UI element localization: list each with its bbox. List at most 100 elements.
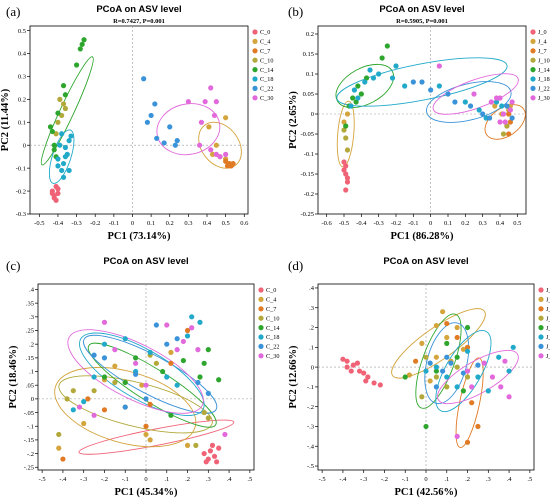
point-c-18	[62, 154, 69, 160]
legend-label: C_7	[260, 48, 270, 55]
point-j-18	[433, 364, 439, 370]
point-j-30	[481, 360, 487, 366]
point-c-14	[201, 360, 207, 366]
point-c-18	[59, 167, 65, 174]
point-j-14	[353, 99, 359, 105]
point-j-7	[507, 119, 513, 125]
point-j-18	[476, 107, 482, 113]
point-c-18	[197, 319, 203, 325]
point-c-18	[55, 156, 61, 162]
point-c-22	[161, 140, 167, 146]
point-c-14	[197, 374, 203, 380]
point-c-18	[81, 399, 87, 405]
x-tick-label: 0.5	[513, 220, 521, 227]
point-j-0	[377, 382, 383, 388]
y-tick-label: 0	[311, 364, 314, 371]
y-tick-label: -0.1	[304, 151, 314, 158]
x-tick-label: .2	[185, 476, 190, 483]
y-tick-label: .3	[29, 314, 34, 321]
legend-marker	[530, 95, 536, 101]
point-j-18	[506, 368, 512, 374]
legend-marker	[258, 287, 264, 293]
point-j-30	[506, 394, 512, 400]
confidence-ellipse-j-14	[335, 63, 395, 109]
point-j-18	[348, 103, 354, 109]
point-j-30	[497, 95, 503, 101]
legend-marker	[258, 334, 264, 340]
point-j-0	[341, 159, 347, 165]
point-j-18	[367, 67, 373, 73]
point-j-22	[440, 368, 446, 374]
point-j-7	[454, 334, 460, 341]
point-j-10	[343, 135, 349, 141]
point-j-7	[464, 344, 471, 350]
panel-a: PCoA on ASV level R=0.7427, P=0.001 -0.5 -0…	[0, 0, 273, 248]
point-c-14	[79, 41, 85, 47]
point-j-22	[467, 103, 474, 109]
point-j-14	[355, 83, 361, 89]
point-j-0	[344, 364, 350, 370]
x-tick-label: .3	[206, 476, 211, 483]
point-c-30	[211, 112, 218, 119]
point-c-30	[101, 319, 108, 325]
point-c-22	[144, 119, 150, 125]
x-tick-label: -.3	[80, 476, 87, 483]
point-c-30	[223, 151, 229, 157]
point-j-4	[444, 334, 450, 341]
confidence-ellipse-j-22	[424, 322, 470, 405]
point-c-10	[55, 119, 61, 125]
point-j-0	[343, 163, 349, 169]
panel-label: (b)	[288, 4, 304, 19]
x-tick-label: -0.1	[109, 220, 119, 227]
point-c-14	[77, 46, 83, 52]
legend-label: J_0	[546, 287, 550, 294]
legend-marker	[538, 287, 544, 293]
y-axis-label: PC2 (11.44%)	[0, 88, 11, 151]
y-tick-label: .3	[309, 305, 314, 312]
y-tick-label: -.1	[27, 423, 34, 430]
panel-label: (c)	[6, 258, 21, 273]
point-j-14	[350, 95, 356, 101]
point-j-14	[363, 75, 370, 81]
point-j-7	[506, 131, 512, 137]
point-j-14	[343, 123, 349, 129]
legend-label: C_4	[260, 39, 270, 46]
legend-label: J_30	[546, 353, 550, 360]
point-c-18	[174, 382, 180, 388]
point-c-30	[202, 99, 208, 105]
legend-marker	[530, 76, 536, 82]
point-j-18	[436, 83, 442, 89]
x-tick-label: -0.1	[408, 220, 418, 227]
point-c-30	[213, 151, 219, 157]
y-tick-label: .2	[29, 341, 34, 348]
point-c-0	[53, 183, 59, 190]
point-j-0	[354, 360, 361, 366]
point-j-0	[341, 167, 347, 173]
point-c-0	[55, 190, 61, 196]
y-tick-label: 0	[311, 111, 314, 118]
point-c-18	[66, 138, 72, 144]
point-j-10	[500, 131, 507, 137]
confidence-ellipse-c-22	[83, 334, 218, 414]
point-j-18	[423, 368, 429, 374]
legend-label: J_4	[538, 39, 547, 46]
point-c-0	[209, 442, 216, 448]
point-c-7	[147, 401, 153, 407]
panel-b: PCoA on ASV level R=0.5905, P=0.001 -0.6 -0…	[280, 0, 550, 248]
confidence-ellipse-j-18	[336, 57, 508, 107]
point-c-7	[223, 158, 229, 164]
legend-label: C_18	[260, 76, 273, 83]
legend-label: C_22	[260, 86, 273, 93]
point-c-18	[184, 333, 191, 339]
point-c-10	[53, 131, 59, 137]
point-j-18	[351, 87, 357, 93]
y-tick-label: 0.1	[18, 119, 26, 126]
y-tick-label: -.15	[24, 437, 34, 444]
point-c-0	[203, 459, 209, 465]
point-j-22	[428, 87, 434, 93]
legend-marker	[252, 57, 258, 63]
x-tick-label: .4	[227, 476, 233, 483]
y-tick-label: -0.2	[304, 191, 314, 198]
point-j-4	[433, 322, 439, 329]
point-c-7	[101, 407, 108, 413]
